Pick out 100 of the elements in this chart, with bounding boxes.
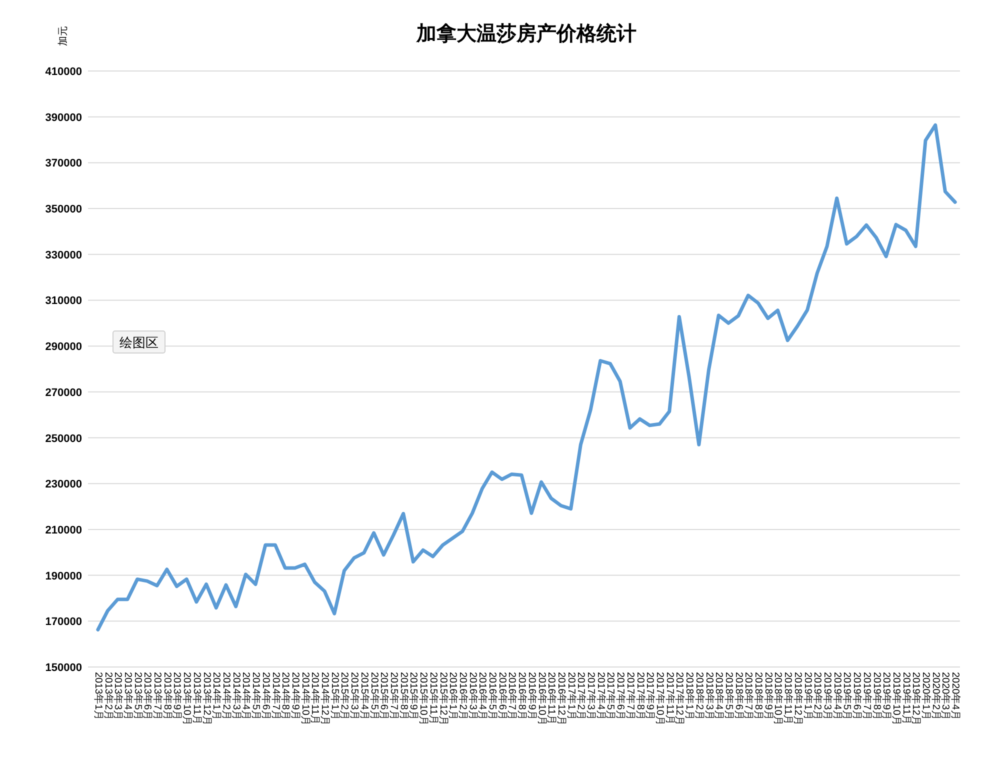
x-tick-label: 2013年10月 (181, 672, 194, 726)
x-tick-label: 2019年10月 (890, 672, 902, 726)
x-tick-label: 2015年4月 (358, 672, 370, 720)
x-tick-label: 2020年2月 (930, 672, 942, 720)
x-tick-label: 2015年3月 (348, 672, 361, 720)
x-tick-label: 2018年5月 (722, 672, 735, 720)
x-tick-label: 2018年7月 (742, 672, 755, 720)
x-tick-label: 2018年4月 (713, 672, 726, 720)
x-tick-label: 2018年2月 (693, 672, 706, 720)
x-tick-label: 2017年4月 (594, 672, 607, 720)
y-tick-label: 350000 (45, 204, 82, 216)
x-tick-label: 2013年6月 (142, 672, 154, 720)
x-tick-label: 2018年3月 (703, 672, 716, 720)
x-tick-label: 2016年1月 (447, 672, 460, 720)
x-tick-label: 2014年3月 (230, 672, 242, 720)
x-tick-label: 2020年3月 (940, 672, 952, 720)
x-tick-label: 2014年2月 (220, 672, 233, 720)
x-tick-label: 2016年5月 (486, 672, 499, 720)
y-tick-label: 190000 (45, 570, 82, 582)
y-tick-label: 330000 (45, 249, 82, 262)
x-tick-label: 2017年8月 (634, 672, 646, 720)
x-tick-label: 2019年4月 (831, 672, 844, 720)
x-tick-label: 2019年12月 (910, 672, 922, 726)
x-tick-label: 2016年7月 (506, 672, 518, 720)
x-tick-label: 2014年8月 (280, 672, 292, 720)
x-tick-label: 2018年12月 (792, 672, 804, 726)
y-tick-label: 310000 (45, 295, 82, 308)
x-tick-label: 2019年9月 (880, 672, 893, 720)
x-tick-label: 2014年1月 (210, 672, 223, 720)
y-axis-title: 加元 (57, 26, 69, 46)
x-tick-label: 2018年1月 (684, 672, 696, 720)
x-tick-label: 2018年8月 (752, 672, 765, 720)
x-tick-label: 2013年1月 (92, 672, 104, 720)
x-tick-label: 2013年8月 (161, 672, 174, 720)
y-tick-label: 370000 (45, 158, 82, 170)
x-tick-label: 2013年4月 (122, 672, 134, 720)
x-tick-label: 2016年4月 (476, 672, 489, 720)
x-tick-label: 2019年1月 (802, 672, 814, 720)
x-tick-label: 2019年5月 (841, 672, 854, 720)
x-tick-label: 2014年9月 (289, 672, 302, 720)
x-tick-label: 2015年2月 (338, 672, 351, 720)
x-tick-label: 2018年6月 (732, 672, 745, 720)
x-tick-label: 2017年5月 (604, 672, 617, 720)
x-tick-label: 2015年11月 (427, 672, 440, 725)
x-tick-label: 2018年10月 (772, 672, 784, 726)
x-tick-label: 2016年8月 (516, 672, 528, 720)
x-tick-label: 2014年5月 (250, 672, 262, 720)
x-tick-label: 2016年12月 (555, 672, 568, 726)
x-tick-label: 2017年7月 (624, 672, 636, 720)
x-tick-label: 2016年11月 (546, 672, 558, 725)
x-tick-label: 2020年1月 (920, 672, 932, 720)
x-tick-label: 2013年9月 (171, 672, 184, 720)
x-tick-label: 2017年12月 (674, 672, 686, 726)
x-tick-label: 2018年9月 (762, 672, 774, 720)
x-tick-label: 2015年9月 (408, 672, 420, 720)
x-tick-label: 2017年1月 (565, 672, 578, 720)
x-tick-label: 2019年3月 (821, 672, 834, 720)
y-tick-label: 250000 (45, 432, 82, 445)
x-tick-label: 2019年6月 (851, 672, 864, 720)
x-tick-label: 2013年3月 (112, 672, 124, 720)
y-tick-label: 290000 (45, 341, 82, 354)
x-tick-label: 2018年11月 (782, 672, 794, 725)
x-tick-label: 2014年4月 (240, 672, 252, 720)
x-tick-label: 2015年12月 (437, 672, 450, 726)
x-tick-label: 2014年11月 (309, 672, 322, 725)
x-tick-label: 2014年10月 (299, 672, 312, 726)
line-series (96, 123, 957, 632)
x-tick-label: 2016年9月 (526, 672, 538, 720)
x-tick-label: 2015年8月 (398, 672, 410, 720)
x-tick-label: 2013年5月 (132, 672, 144, 720)
x-tick-label: 2013年12月 (200, 672, 213, 726)
x-tick-label: 2017年10月 (654, 672, 666, 726)
x-tick-label: 2014年12月 (319, 672, 332, 726)
x-tick-label: 2017年11月 (664, 672, 676, 725)
x-tick-label: 2016年10月 (536, 672, 548, 726)
y-tick-label: 170000 (45, 616, 82, 628)
x-tick-label: 2015年10月 (418, 672, 430, 726)
y-tick-label: 410000 (45, 66, 82, 78)
x-tick-label: 2016年3月 (466, 672, 479, 720)
chart-title: 加拿大温莎房产价格统计 (416, 22, 636, 45)
x-tick-label: 2019年7月 (860, 672, 873, 720)
x-tick-label: 2014年7月 (270, 672, 282, 720)
x-tick-label: 2019年11月 (900, 672, 912, 725)
y-tick-label: 210000 (45, 524, 82, 536)
x-tick-label: 2013年2月 (102, 672, 114, 720)
x-tick-label: 2017年9月 (644, 672, 656, 720)
annotation: 绘图区 (120, 335, 158, 350)
x-tick-label: 2017年2月 (575, 672, 588, 720)
x-tick-label: 2017年3月 (585, 672, 598, 720)
x-tick-label: 2015年6月 (378, 672, 390, 720)
x-tick-label: 2015年1月 (328, 672, 341, 720)
x-tick-label: 2015年7月 (388, 672, 400, 720)
x-tick-label: 2014年6月 (260, 672, 272, 720)
x-tick-label: 2020年4月 (950, 672, 962, 720)
x-tick-label: 2016年2月 (456, 672, 469, 720)
x-tick-label: 2019年2月 (812, 672, 824, 720)
x-tick-label: 2013年11月 (190, 672, 203, 725)
x-tick-label: 2016年6月 (496, 672, 508, 720)
x-tick-label: 2013年7月 (152, 672, 164, 720)
x-tick-label: 2019年8月 (870, 672, 883, 720)
